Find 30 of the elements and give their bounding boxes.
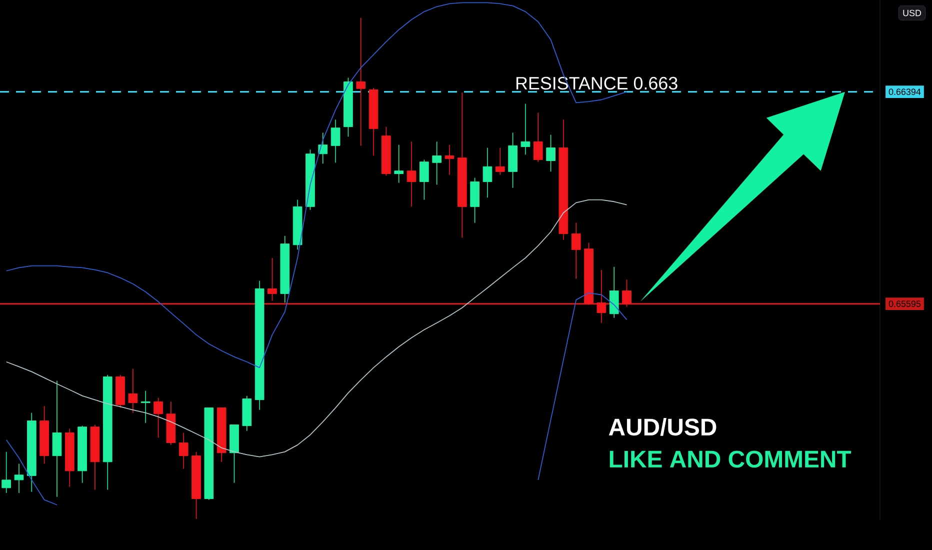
candlestick — [520, 103, 530, 156]
candlestick — [444, 144, 454, 176]
candlestick — [178, 432, 188, 470]
candlestick — [14, 463, 24, 494]
candlestick — [154, 397, 163, 438]
candlestick — [622, 279, 632, 308]
candlestick — [356, 17, 366, 146]
candlestick — [482, 147, 492, 198]
annotation: LIKE AND COMMENT — [610, 450, 852, 468]
candlestick — [609, 266, 619, 318]
candlestick — [546, 134, 556, 172]
candlestick — [52, 380, 62, 498]
annotation: AUD/USD — [608, 418, 716, 436]
candlestick — [318, 132, 328, 164]
candlestick — [330, 119, 340, 164]
candlestick — [495, 147, 505, 176]
text: USD — [903, 10, 922, 16]
candlestick — [268, 257, 277, 302]
candlestick — [394, 144, 404, 184]
candlestick — [2, 451, 12, 494]
candlestick — [571, 222, 581, 280]
candlestick — [533, 112, 543, 162]
candlestick — [140, 390, 150, 424]
candlestick — [596, 269, 606, 324]
candlestick — [419, 159, 429, 200]
candlestick — [128, 368, 138, 414]
candlestick — [432, 141, 442, 186]
candlestick — [406, 141, 416, 208]
y-tick-label: 0.66394 — [888, 88, 921, 95]
y-tick-label: 0.65595 — [888, 300, 921, 307]
